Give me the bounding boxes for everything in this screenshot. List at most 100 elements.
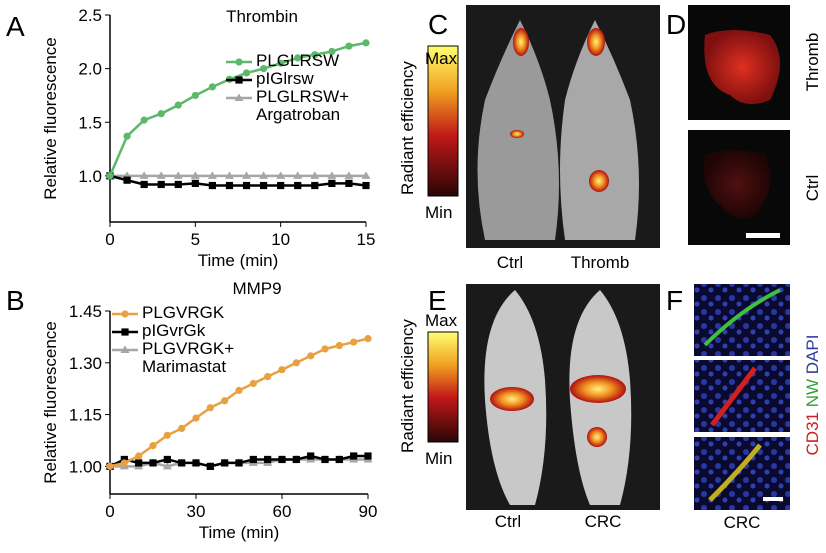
image-label: CRC <box>724 513 761 532</box>
point <box>260 65 268 73</box>
x-tick-label: 0 <box>105 230 114 249</box>
mouse <box>560 20 639 240</box>
point <box>157 180 165 189</box>
point <box>364 335 372 343</box>
point <box>163 431 171 439</box>
point <box>328 47 336 56</box>
stain <box>703 288 781 347</box>
legend-marker <box>234 93 244 101</box>
y-axis-label: Relative fluorescence <box>41 37 60 200</box>
organ <box>704 30 780 104</box>
point <box>311 181 319 190</box>
x-tick-label: 30 <box>187 502 206 521</box>
point <box>293 171 303 179</box>
point <box>335 341 343 350</box>
point <box>190 171 200 179</box>
point <box>224 171 234 179</box>
y-axis-label: Relative fluorescence <box>41 321 60 484</box>
point <box>264 455 272 464</box>
x-tick-label: 0 <box>105 502 114 521</box>
point <box>321 455 329 464</box>
point <box>157 110 165 118</box>
point <box>149 442 157 450</box>
y-tick-label: 1.00 <box>69 457 102 476</box>
legend-item: PLGLRSW+ Argatroban <box>224 88 396 124</box>
panel-letter: D <box>666 9 686 40</box>
point <box>307 452 315 460</box>
legend-marker <box>235 76 243 84</box>
legend-marker <box>121 310 129 318</box>
point <box>362 39 370 47</box>
signal <box>570 375 626 403</box>
y-tick-label: 2.0 <box>78 60 102 79</box>
point <box>178 424 186 432</box>
point <box>162 461 172 470</box>
legend-label: PLGVRGK+ Marimastat <box>142 339 235 376</box>
stain-labels: CD31 NW DAPI <box>803 335 822 456</box>
point <box>207 171 217 179</box>
point <box>191 179 199 187</box>
point <box>345 179 353 187</box>
point <box>327 171 337 179</box>
legend-label: pIGlrsw <box>256 69 314 88</box>
x-tick-label: 15 <box>357 230 376 249</box>
y-tick-label: 1.0 <box>78 167 102 186</box>
legend-item: pIGvrGk <box>110 322 282 340</box>
point <box>307 352 315 360</box>
point <box>242 181 251 190</box>
panel-letter: C <box>428 9 448 40</box>
point <box>362 181 370 190</box>
y-tick-label: 1.45 <box>69 302 102 321</box>
colorbar <box>427 331 459 443</box>
legend-swatch <box>112 328 138 336</box>
point <box>135 452 143 460</box>
colorbar-min: Min <box>425 449 452 468</box>
point <box>260 181 268 190</box>
image-label: Thromb <box>571 253 630 272</box>
x-axis-label: Time (min) <box>198 251 279 270</box>
series-line <box>108 41 367 177</box>
point <box>364 452 372 460</box>
point <box>140 116 148 124</box>
point <box>140 180 148 189</box>
y-tick-label: 1.5 <box>78 113 102 132</box>
legend-swatch <box>226 93 252 101</box>
point <box>264 373 272 381</box>
x-tick-label: 10 <box>271 230 290 249</box>
colorbar-label: Radiant efficiency <box>398 61 417 195</box>
series-line <box>109 174 367 187</box>
colorbar-label: Radiant efficiency <box>398 319 417 453</box>
y-tick-label: 1.30 <box>69 354 102 373</box>
point <box>235 386 243 395</box>
point <box>163 455 171 464</box>
panel-letter: F <box>666 285 683 316</box>
y-tick-label: 2.5 <box>78 6 102 25</box>
panel-letter: B <box>6 285 25 316</box>
point <box>135 459 143 467</box>
point <box>208 181 216 190</box>
colorbar-min: Min <box>425 203 452 222</box>
point <box>123 176 131 184</box>
point <box>344 171 354 179</box>
point <box>225 181 234 190</box>
legend-item: PLGLRSW <box>224 52 396 70</box>
point <box>292 359 300 367</box>
point <box>106 172 114 180</box>
point <box>278 455 286 464</box>
point <box>156 171 166 179</box>
legend-marker <box>121 328 129 336</box>
point <box>174 180 182 189</box>
legend-marker <box>120 345 130 353</box>
image-label: CRC <box>585 512 622 531</box>
point <box>192 459 200 467</box>
signal <box>510 130 524 138</box>
image-label: Thromb <box>803 33 822 92</box>
point <box>292 455 300 464</box>
stain <box>708 443 762 502</box>
legend: PLGVRGK pIGvrGk PLGVRGK+ Marimastat <box>110 304 282 376</box>
legend-label: PLGLRSW+ Argatroban <box>256 87 350 124</box>
point <box>149 459 157 467</box>
signal <box>587 28 605 56</box>
